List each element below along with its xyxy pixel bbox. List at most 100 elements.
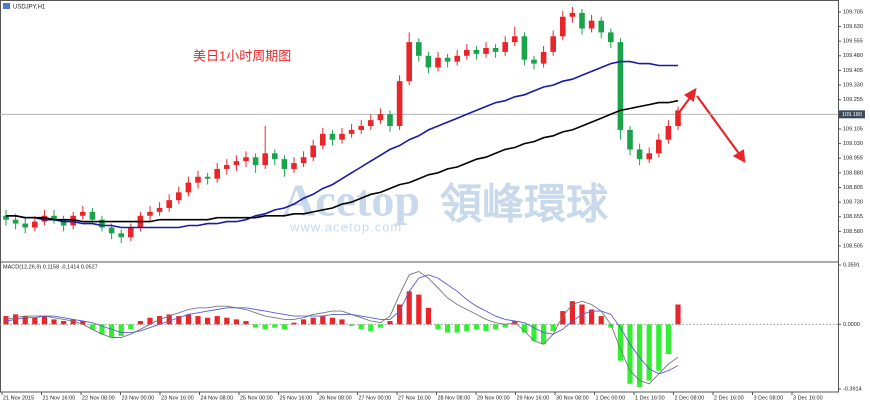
series-line [6, 99, 679, 223]
y-tick-label: 109.105 [843, 126, 863, 132]
histogram-bar [550, 324, 556, 331]
candle-body [204, 176, 211, 179]
candle-body [444, 57, 451, 62]
histogram-bar [272, 324, 278, 328]
histogram-bar [224, 317, 230, 325]
x-tick-label: 1 Dec 00:00 [596, 395, 626, 401]
arrow-head [683, 87, 697, 102]
candle-body [425, 55, 432, 68]
histogram-bar [656, 324, 662, 371]
histogram-bar [205, 317, 211, 325]
x-tick-label: 25 Nov 00:00 [240, 395, 273, 401]
histogram-bar [397, 304, 403, 325]
series-line [5, 274, 679, 375]
candle-body [291, 163, 297, 169]
y-tick-label: -0.3914 [843, 386, 862, 392]
watermark-brand-cn: 領峰環球 [440, 180, 609, 229]
y-tick-label: 108.730 [843, 200, 863, 206]
candle-body [272, 153, 278, 160]
candle-body [339, 133, 345, 140]
histogram-bar [99, 324, 105, 335]
x-tick-label: 1 Dec 16:00 [635, 395, 665, 401]
candle-body [464, 49, 470, 56]
histogram-bar [454, 324, 460, 333]
candle-body [512, 36, 518, 43]
candle-body [560, 16, 566, 37]
candle-body [281, 159, 288, 169]
candle-body [569, 12, 576, 17]
candle-body [473, 49, 480, 54]
candle-body [118, 233, 124, 238]
y-tick-label: 109.030 [843, 141, 863, 147]
histogram-bar [243, 321, 249, 325]
histogram-bar [483, 324, 489, 331]
candle-body [243, 157, 249, 162]
y-tick-label: 109.405 [843, 68, 863, 74]
histogram-bar [349, 324, 355, 326]
candle-body [22, 223, 28, 228]
y-tick-label: 109.330 [843, 83, 863, 89]
histogram-bar [128, 324, 134, 330]
x-tick-label: 27 Nov 16:00 [398, 395, 431, 401]
series-line [5, 271, 679, 385]
histogram-bar [445, 324, 451, 333]
x-tick-label: 28 Nov 08:00 [438, 395, 471, 401]
candle-body [128, 227, 134, 238]
x-tick-label: 23 Nov 00:00 [122, 395, 155, 401]
x-tick-label: 2 Dec 16:00 [714, 395, 744, 401]
histogram-bar [329, 317, 335, 325]
candle-body [51, 215, 57, 220]
histogram-bar [416, 294, 422, 325]
histogram-bar [89, 324, 95, 330]
candle-body [435, 57, 441, 68]
candle-body [3, 215, 9, 220]
histogram-bar [80, 321, 86, 325]
histogram-bar [358, 324, 364, 330]
histogram-bar [32, 317, 38, 325]
candle-body [675, 110, 681, 127]
candle-body [348, 129, 355, 134]
candle-body [300, 157, 307, 164]
y-tick-label: 108.505 [843, 243, 863, 249]
x-tick-label: 30 Nov 08:00 [556, 395, 589, 401]
chart-title: USDJPY,H1 [13, 5, 46, 11]
candle-body [492, 47, 499, 52]
candle-body [502, 42, 508, 52]
x-tick-label: 22 Nov 08:00 [82, 395, 115, 401]
histogram-bar [118, 324, 124, 336]
x-tick-label: 26 Nov 08:00 [319, 395, 352, 401]
candle-body [156, 207, 163, 212]
histogram-bar [598, 316, 604, 325]
candle-body [99, 219, 105, 228]
histogram-bar [368, 324, 374, 331]
candle-body [262, 153, 268, 166]
y-tick-label: 0.0000 [843, 322, 860, 328]
histogram-bar [569, 301, 575, 325]
y-tick-label: 108.955 [843, 156, 863, 162]
candle-body [329, 133, 336, 140]
x-tick-label: 3 Dec 16:00 [793, 395, 823, 401]
histogram-bar [339, 319, 345, 325]
histogram-bar [589, 309, 595, 325]
x-tick-label: 25 Nov 16:00 [280, 395, 313, 401]
histogram-bar [473, 324, 479, 330]
candle-body [656, 139, 662, 154]
candle-body [358, 126, 364, 130]
candle-body [176, 192, 182, 201]
candle-body [396, 81, 403, 127]
candle-body [70, 215, 76, 226]
candle-body [41, 215, 48, 222]
x-tick-label: 3 Dec 08:00 [754, 395, 784, 401]
histogram-bar [665, 324, 671, 355]
candle-body [416, 42, 422, 56]
candle-body [646, 153, 652, 160]
histogram-bar [214, 316, 220, 325]
candle-body [550, 36, 556, 52]
histogram-bar [22, 316, 28, 325]
histogram-bar [176, 316, 182, 325]
x-tick-label: 29 Nov 16:00 [517, 395, 550, 401]
candle-body [214, 168, 220, 179]
histogram-bar [560, 311, 566, 325]
